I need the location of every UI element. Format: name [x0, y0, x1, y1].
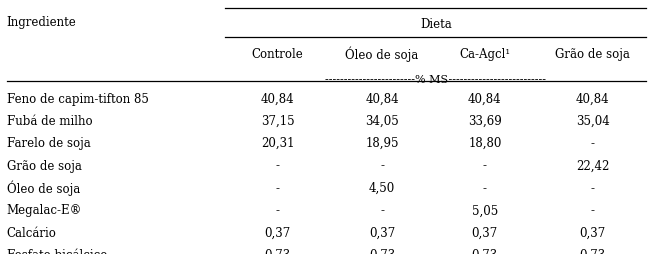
- Text: Farelo de soja: Farelo de soja: [7, 137, 90, 150]
- Text: -: -: [276, 160, 279, 173]
- Text: 40,84: 40,84: [261, 92, 295, 106]
- Text: Ca-Agcl¹: Ca-Agcl¹: [459, 48, 511, 61]
- Text: 40,84: 40,84: [468, 92, 502, 106]
- Text: -: -: [483, 182, 487, 195]
- Text: -: -: [276, 182, 279, 195]
- Text: 37,15: 37,15: [261, 115, 295, 128]
- Text: Grão de soja: Grão de soja: [7, 160, 82, 173]
- Text: Ingrediente: Ingrediente: [7, 16, 76, 29]
- Text: Dieta: Dieta: [420, 18, 452, 31]
- Text: -: -: [590, 137, 595, 150]
- Text: Grão de soja: Grão de soja: [555, 48, 630, 61]
- Text: 0,37: 0,37: [579, 227, 606, 240]
- Text: Fosfato bicálcico: Fosfato bicálcico: [7, 249, 107, 254]
- Text: 34,05: 34,05: [365, 115, 399, 128]
- Text: 35,04: 35,04: [576, 115, 609, 128]
- Text: Fubá de milho: Fubá de milho: [7, 115, 92, 128]
- Text: -: -: [590, 182, 595, 195]
- Text: -: -: [380, 204, 384, 217]
- Text: Megalac-E®: Megalac-E®: [7, 204, 82, 217]
- Text: 4,50: 4,50: [369, 182, 395, 195]
- Text: 0,73: 0,73: [369, 249, 395, 254]
- Text: 0,73: 0,73: [264, 249, 291, 254]
- Text: Feno de capim-tifton 85: Feno de capim-tifton 85: [7, 92, 148, 106]
- Text: ------------------------% MS--------------------------: ------------------------% MS------------…: [325, 75, 547, 85]
- Text: Óleo de soja: Óleo de soja: [7, 181, 80, 196]
- Text: Controle: Controle: [251, 48, 304, 61]
- Text: 40,84: 40,84: [365, 92, 399, 106]
- Text: 0,73: 0,73: [471, 249, 498, 254]
- Text: -: -: [590, 204, 595, 217]
- Text: -: -: [380, 160, 384, 173]
- Text: Calcário: Calcário: [7, 227, 56, 240]
- Text: 5,05: 5,05: [471, 204, 498, 217]
- Text: 0,37: 0,37: [471, 227, 498, 240]
- Text: 0,37: 0,37: [369, 227, 395, 240]
- Text: 0,73: 0,73: [579, 249, 606, 254]
- Text: Óleo de soja: Óleo de soja: [345, 47, 419, 62]
- Text: -: -: [276, 204, 279, 217]
- Text: 40,84: 40,84: [576, 92, 609, 106]
- Text: 22,42: 22,42: [576, 160, 609, 173]
- Text: 20,31: 20,31: [261, 137, 295, 150]
- Text: -: -: [483, 160, 487, 173]
- Text: 0,37: 0,37: [264, 227, 291, 240]
- Text: 18,95: 18,95: [365, 137, 399, 150]
- Text: 18,80: 18,80: [468, 137, 502, 150]
- Text: 33,69: 33,69: [468, 115, 502, 128]
